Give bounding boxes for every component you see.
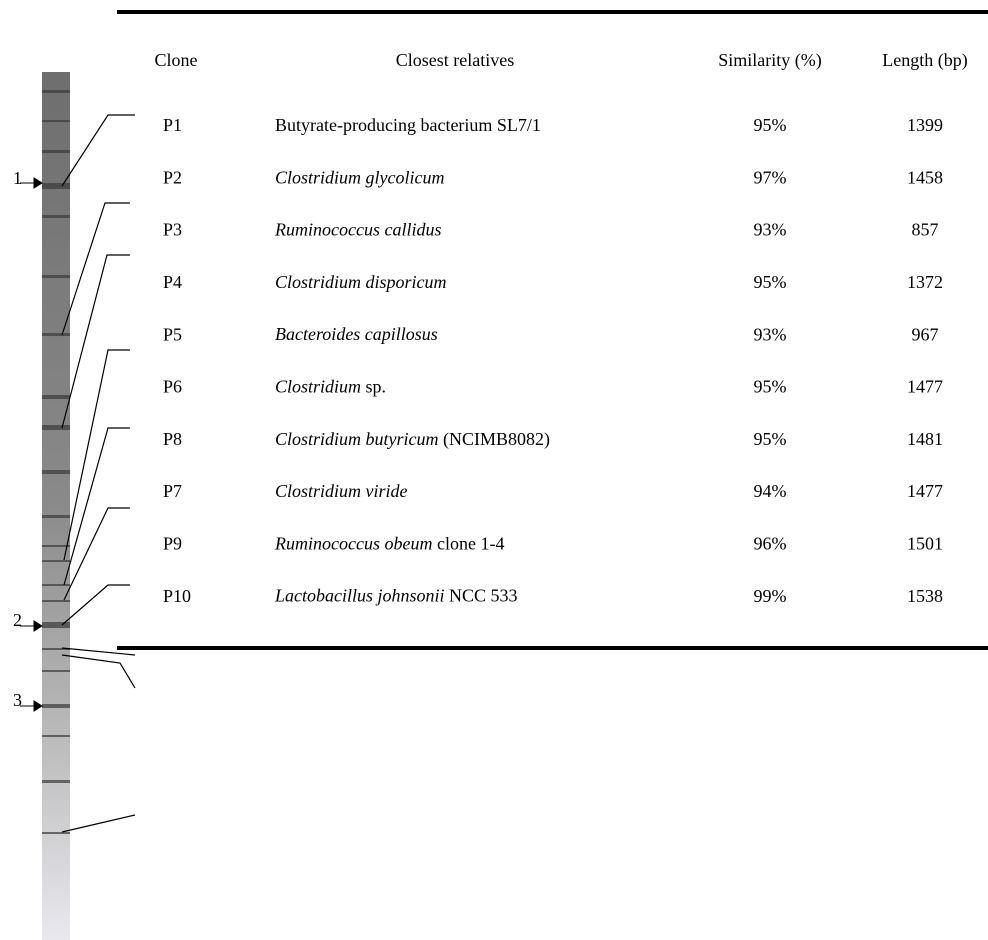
relative-part: Clostridium glycolicum [275,167,445,187]
similarity-cell: 96% [754,534,787,554]
relative-cell: Clostridium sp. [275,377,386,397]
relative-part: Clostridium disporicum [275,272,447,292]
clone-cell: P3 [163,220,182,240]
clone-cell: P7 [163,481,182,501]
relative-part: Butyrate-producing bacterium SL7/1 [275,115,541,135]
column-header: Similarity (%) [718,50,821,71]
relative-cell: Clostridium viride [275,481,408,501]
length-cell: 1477 [907,481,943,501]
length-cell: 1501 [907,534,943,554]
similarity-cell: 97% [754,167,787,187]
relative-part: Clostridium butyricum [275,429,439,449]
relative-cell: Clostridium disporicum [275,272,447,292]
relative-part: NCC 533 [445,586,518,606]
clone-cell: P1 [163,115,182,135]
relative-part: sp. [361,377,386,397]
relative-part: clone 1-4 [432,534,504,554]
relative-part: Clostridium [275,377,361,397]
gel-marker: 3 [13,690,22,710]
relative-cell: Bacteroides capillosus [275,324,438,344]
similarity-cell: 94% [754,481,787,501]
gel-marker: 1 [13,168,22,188]
relative-cell: Butyrate-producing bacterium SL7/1 [275,115,541,135]
length-cell: 1372 [907,272,943,292]
table: Clone Closest relatives Similarity (%) Leng… [155,50,968,606]
clone-cell: P4 [163,272,182,292]
length-cell: 1481 [907,429,943,449]
column-header: Clone [155,50,198,70]
length-cell: 967 [912,324,939,344]
length-cell: 1399 [907,115,943,135]
similarity-cell: 95% [754,272,787,292]
similarity-cell: 95% [754,115,787,135]
clone-cell: P5 [163,324,182,344]
clone-cell: P10 [163,586,191,606]
figure: 1 2 3 Clone Closest relatives Similarity (%)… [0,0,988,940]
similarity-cell: 95% [754,377,787,397]
similarity-cell: 93% [754,324,787,344]
relative-part: (NCIMB8082) [439,429,551,450]
relative-cell: Clostridium butyricum (NCIMB8082) [275,429,550,450]
length-cell: 857 [912,220,939,240]
connector-lines [62,115,135,832]
clone-cell: P9 [163,534,182,554]
relative-part: Ruminococcus obeum [274,534,432,554]
gel-marker: 2 [13,610,22,630]
length-cell: 1458 [907,167,943,187]
relative-part: Lactobacillus johnsonii [274,586,445,606]
gel-lane [42,72,70,940]
length-cell: 1477 [907,377,943,397]
relative-part: Bacteroides capillosus [275,324,438,344]
gel-markers: 1 2 3 [13,168,22,710]
relative-cell: Clostridium glycolicum [275,167,445,187]
marker-arrows [20,178,42,711]
relative-cell: Ruminococcus obeum clone 1-4 [274,534,504,554]
length-cell: 1538 [907,586,943,606]
column-header: Length (bp) [882,50,967,71]
relative-part: Ruminococcus callidus [274,220,441,240]
clone-cell: P2 [163,167,182,187]
clone-cell: P6 [163,377,182,397]
similarity-cell: 95% [754,429,787,449]
similarity-cell: 93% [754,220,787,240]
relative-cell: Lactobacillus johnsonii NCC 533 [274,586,518,606]
column-header: Closest relatives [396,50,514,70]
similarity-cell: 99% [754,586,787,606]
relative-part: Clostridium viride [275,481,408,501]
relative-cell: Ruminococcus callidus [274,220,441,240]
clone-cell: P8 [163,429,182,449]
